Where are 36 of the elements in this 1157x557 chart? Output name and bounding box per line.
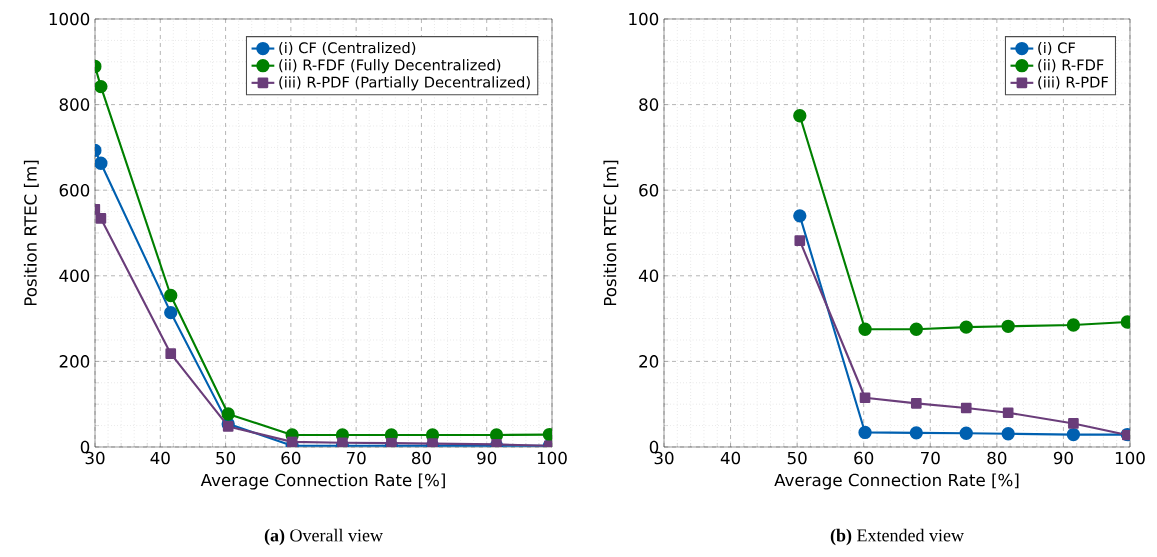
x-tick-label: 80 (987, 451, 1007, 465)
x-tick-label: 60 (854, 451, 874, 465)
legend-label: (iii) R-PDF (Partially Decentralized) (279, 76, 530, 91)
y-tick-label: 1000 (49, 12, 90, 26)
y-tick-label: 400 (59, 269, 90, 283)
x-axis-title: Average Connection Rate [%] (774, 473, 1019, 490)
y-tick-label: 100 (629, 12, 659, 26)
x-tick-label: 70 (921, 451, 940, 465)
y-tick-label: 200 (59, 355, 90, 368)
legend-label: (i) CF (Centralized) (279, 41, 416, 56)
x-tick-label: 90 (477, 451, 497, 465)
y-tick-label: 20 (639, 355, 659, 368)
y-tick-label: 60 (639, 183, 659, 197)
x-tick-label: 40 (150, 451, 170, 465)
legend-label: (iii) R-PDF (1038, 76, 1108, 90)
x-tick-label: 90 (1053, 451, 1073, 465)
y-tick-label: 80 (639, 98, 659, 111)
y-axis-title: Position RTEC [m] (23, 160, 39, 306)
y-axis-title: Position RTEC [m] (603, 160, 619, 306)
x-tick-label: 50 (216, 451, 236, 465)
x-tick-label: 80 (411, 451, 431, 465)
legend-label: (ii) R-FDF (Fully Decentralized) (279, 59, 501, 74)
x-tick-label: 70 (346, 451, 366, 465)
x-axis-title: Average Connection Rate [%] (200, 473, 445, 490)
x-tick-label: 40 (720, 451, 741, 465)
y-tick-label: 600 (59, 183, 90, 197)
legend-label: (i) CF (1038, 41, 1075, 56)
y-tick-label: 40 (638, 269, 659, 283)
x-tick-label: 60 (281, 451, 301, 465)
text: (b) Extended view (830, 528, 964, 546)
y-tick-label: 800 (59, 98, 90, 111)
x-tick-label: 50 (787, 451, 807, 465)
x-tick-label: 100 (537, 451, 567, 465)
text: (a) Overall view (264, 528, 383, 546)
legend-label: (ii) R-FDF (1038, 59, 1104, 73)
x-tick-label: 100 (1115, 451, 1145, 465)
